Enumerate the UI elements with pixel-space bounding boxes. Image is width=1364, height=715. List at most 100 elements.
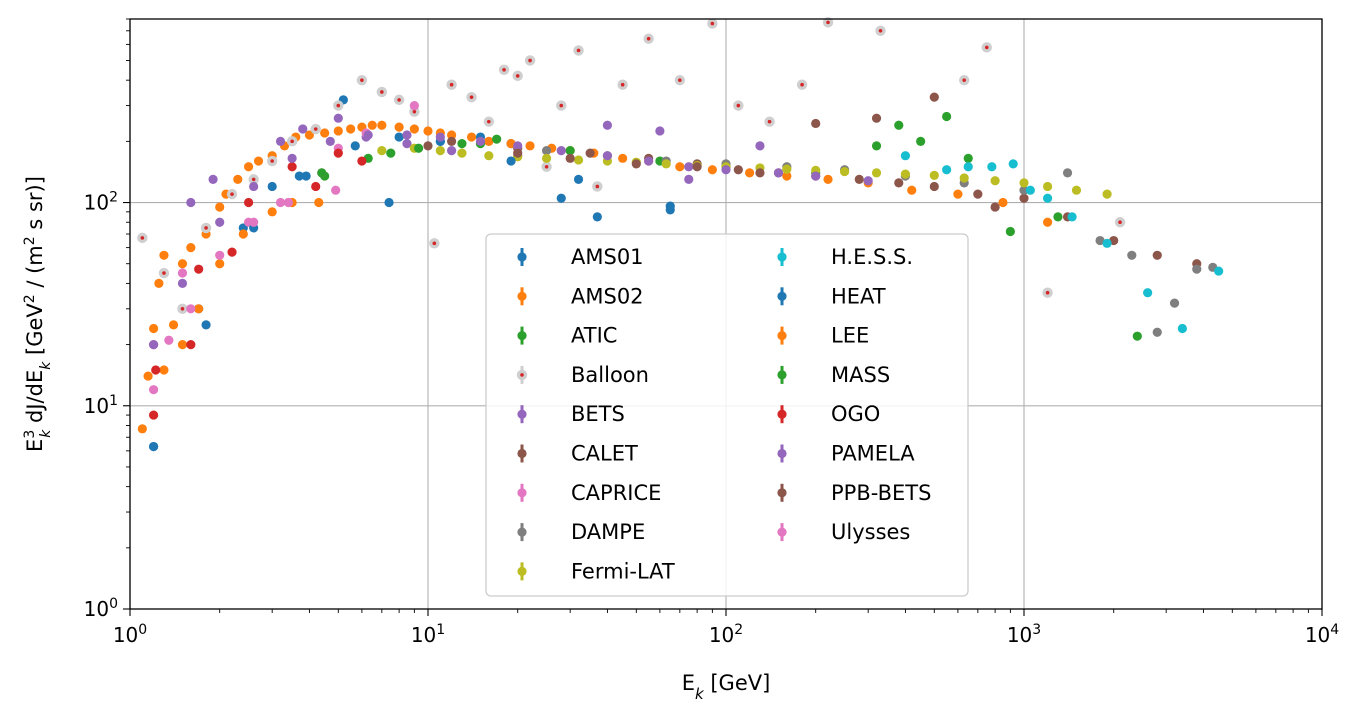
data-point-core bbox=[515, 74, 520, 78]
data-point bbox=[907, 185, 917, 195]
data-point bbox=[990, 202, 1000, 212]
legend-item: LEE bbox=[777, 324, 869, 348]
legend-item: MASS bbox=[777, 363, 890, 387]
data-point-core bbox=[528, 58, 532, 63]
data-point bbox=[1214, 266, 1224, 276]
data-point bbox=[238, 229, 248, 239]
data-point-core bbox=[487, 119, 491, 124]
series-balloon bbox=[137, 17, 1126, 315]
legend: AMS01 AMS02 ATIC Balloon BETS CALET CAPRICE DAM… bbox=[485, 233, 969, 597]
data-point bbox=[177, 259, 188, 269]
data-point-core bbox=[140, 236, 145, 240]
legend-marker bbox=[777, 527, 787, 537]
data-point bbox=[446, 146, 457, 156]
data-point bbox=[1071, 185, 1082, 195]
data-point bbox=[384, 197, 394, 208]
data-point bbox=[317, 168, 327, 178]
data-point bbox=[823, 174, 833, 184]
legend-marker bbox=[517, 488, 527, 498]
data-point bbox=[1177, 323, 1187, 334]
data-point-core bbox=[204, 226, 208, 230]
data-point bbox=[298, 124, 308, 134]
data-point-core bbox=[962, 78, 967, 82]
data-point bbox=[1053, 212, 1063, 222]
data-point bbox=[692, 162, 702, 172]
legend-marker bbox=[517, 409, 527, 419]
x-tick-label: 104 bbox=[1305, 622, 1339, 647]
data-point bbox=[215, 202, 225, 212]
data-point bbox=[929, 181, 939, 192]
data-point bbox=[333, 113, 343, 123]
data-point bbox=[357, 156, 367, 166]
data-point bbox=[513, 148, 523, 158]
data-point bbox=[661, 159, 671, 169]
data-point bbox=[148, 441, 159, 452]
data-point bbox=[201, 320, 211, 330]
data-point bbox=[1067, 212, 1077, 222]
data-point bbox=[208, 174, 218, 184]
data-point bbox=[1019, 178, 1029, 188]
data-point bbox=[194, 264, 204, 274]
legend-label: Fermi-LAT bbox=[571, 559, 675, 583]
data-point bbox=[744, 168, 755, 178]
legend-box bbox=[485, 233, 969, 597]
legend-item: Fermi-LAT bbox=[517, 559, 675, 583]
legend-item: ATIC bbox=[517, 324, 617, 348]
data-point bbox=[151, 365, 161, 375]
data-point bbox=[154, 278, 164, 289]
data-point-core bbox=[290, 139, 294, 144]
data-point bbox=[1042, 217, 1053, 227]
legend-item: PPB-BETS bbox=[777, 481, 931, 505]
legend-marker bbox=[517, 291, 527, 301]
data-point-core bbox=[800, 82, 804, 87]
data-point bbox=[275, 197, 286, 208]
data-point bbox=[484, 136, 494, 146]
legend-label: LEE bbox=[831, 324, 869, 348]
data-point bbox=[894, 178, 904, 188]
data-point bbox=[325, 136, 335, 146]
data-point bbox=[998, 197, 1008, 208]
legend-label: OGO bbox=[831, 402, 880, 426]
data-point-core bbox=[678, 78, 682, 82]
data-point bbox=[331, 185, 341, 195]
legend-item: AMS02 bbox=[517, 284, 644, 308]
data-point bbox=[942, 111, 952, 122]
data-point-core bbox=[230, 192, 234, 196]
data-point bbox=[301, 171, 311, 181]
axis-ticks: 100 101 102 103 104 100 101 102 bbox=[84, 18, 1339, 647]
x-tick-label: 103 bbox=[1007, 622, 1041, 647]
data-point bbox=[900, 169, 911, 179]
data-point-core bbox=[360, 78, 364, 82]
series-pamela bbox=[148, 130, 873, 350]
data-point bbox=[287, 153, 297, 163]
data-point bbox=[186, 243, 196, 253]
data-point bbox=[987, 162, 997, 172]
data-point bbox=[287, 162, 297, 172]
data-point bbox=[1132, 331, 1142, 341]
data-point-core bbox=[710, 21, 715, 26]
data-point bbox=[320, 128, 330, 138]
data-point bbox=[942, 165, 952, 175]
data-point bbox=[346, 124, 356, 134]
data-point bbox=[267, 207, 277, 217]
data-point bbox=[973, 189, 983, 199]
data-point bbox=[871, 113, 882, 123]
legend-label: H.E.S.S. bbox=[831, 245, 913, 269]
y-tick-label: 102 bbox=[84, 190, 118, 215]
data-point bbox=[148, 323, 159, 334]
legend-label: Balloon bbox=[571, 363, 649, 387]
data-point bbox=[631, 159, 641, 169]
data-point-core bbox=[736, 103, 741, 108]
legend-item: CALET bbox=[517, 442, 638, 466]
data-point bbox=[585, 148, 595, 158]
data-point-core bbox=[251, 177, 256, 182]
legend-label: PAMELA bbox=[831, 442, 915, 466]
data-point bbox=[929, 92, 939, 102]
data-point bbox=[565, 146, 575, 156]
data-point bbox=[394, 122, 404, 132]
data-point-core bbox=[180, 307, 185, 311]
data-point bbox=[782, 171, 792, 181]
legend-label: BETS bbox=[571, 402, 625, 426]
legend-label: DAMPE bbox=[571, 520, 645, 544]
series-mass bbox=[317, 134, 502, 178]
